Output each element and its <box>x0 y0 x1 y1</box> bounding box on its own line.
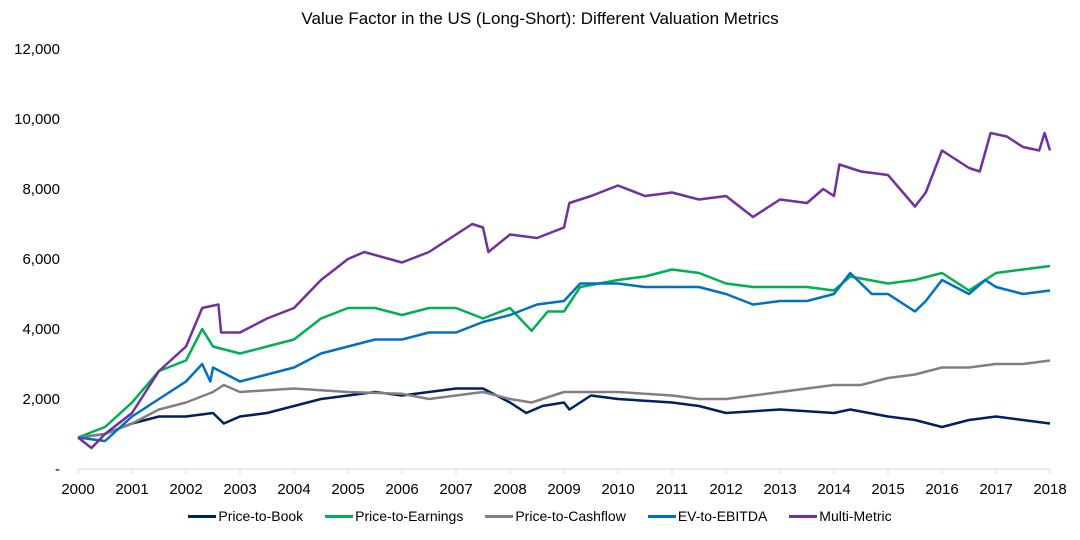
x-tick-label: 2015 <box>871 481 904 498</box>
x-tick-label: 2010 <box>601 481 634 498</box>
series-line-multi-metric <box>77 131 1052 450</box>
legend-swatch <box>188 514 217 518</box>
series-line-price-to-book <box>77 387 1051 439</box>
x-tick-label: 2012 <box>709 481 742 498</box>
legend-swatch <box>485 514 514 518</box>
y-tick-label: - <box>55 461 60 478</box>
x-tick-label: 2002 <box>169 481 202 498</box>
legend-label: Price-to-Book <box>218 508 304 524</box>
legend-swatch <box>325 514 354 518</box>
chart-title: Value Factor in the US (Long-Short): Dif… <box>301 9 779 28</box>
legend-item: EV-to-EBITDA <box>647 508 768 524</box>
x-tick-label: 2017 <box>979 481 1012 498</box>
x-tick-label: 2004 <box>277 481 310 498</box>
legend-label: EV-to-EBITDA <box>677 508 768 524</box>
series-line-price-to-cashflow <box>77 359 1051 439</box>
y-tick-label: 12,000 <box>14 41 60 58</box>
legend: Price-to-Book Price-to-Earnings Price-to-C… <box>0 508 1080 524</box>
legend-label: Multi-Metric <box>819 508 892 524</box>
legend-item: Price-to-Earnings <box>325 508 463 524</box>
x-tick-label: 2014 <box>817 481 850 498</box>
y-tick-label: 6,000 <box>22 251 60 268</box>
legend-label: Price-to-Earnings <box>355 508 464 524</box>
x-tick-label: 2007 <box>439 481 472 498</box>
y-tick-label: 8,000 <box>22 181 60 198</box>
x-tick-label: 2008 <box>493 481 526 498</box>
x-tick-label: 2011 <box>656 481 688 498</box>
x-tick-label: 2009 <box>547 481 580 498</box>
y-tick-label: 10,000 <box>14 111 60 128</box>
y-tick-label: 4,000 <box>22 321 60 338</box>
x-tick-label: 2018 <box>1033 481 1066 498</box>
series-line-ev-to-ebitda <box>77 271 1051 443</box>
series-line-price-to-earnings <box>77 264 1051 439</box>
x-tick-label: 2006 <box>385 481 418 498</box>
legend-swatch <box>789 514 818 518</box>
x-tick-label: 2000 <box>61 481 94 498</box>
legend-item: Price-to-Cashflow <box>485 508 626 524</box>
x-tick-label: 2005 <box>331 481 364 498</box>
x-tick-label: 2003 <box>223 481 256 498</box>
x-tick-label: 2001 <box>115 481 148 498</box>
legend-swatch <box>647 514 676 518</box>
legend-item: Price-to-Book <box>188 508 303 524</box>
legend-item: Multi-Metric <box>789 508 892 524</box>
x-tick-label: 2016 <box>925 481 958 498</box>
y-tick-label: 2,000 <box>22 391 60 408</box>
x-tick-label: 2013 <box>763 481 796 498</box>
legend-label: Price-to-Cashflow <box>515 508 626 524</box>
